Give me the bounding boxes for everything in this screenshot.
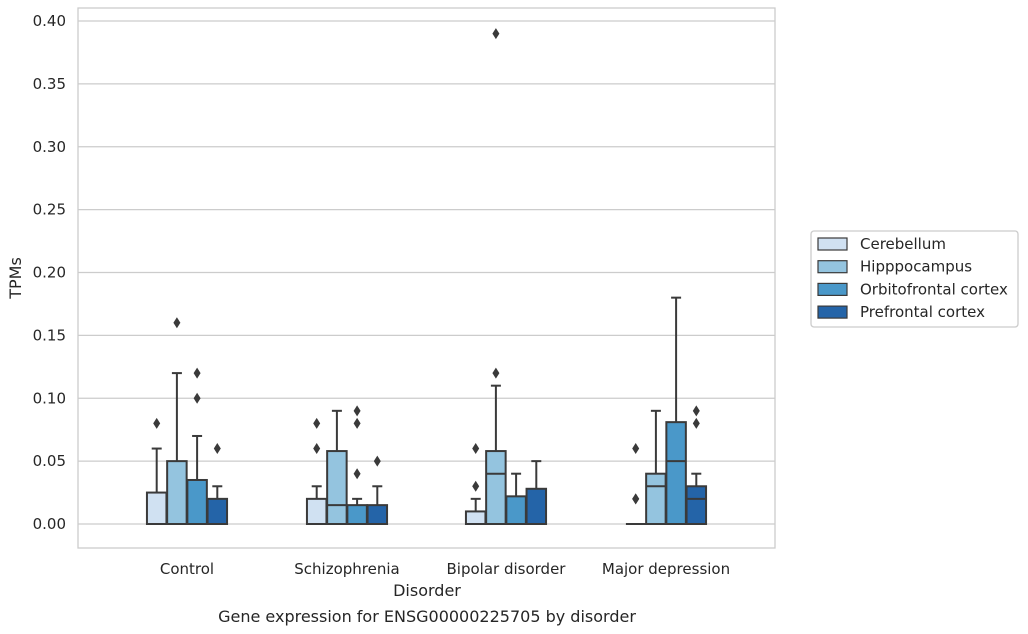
box-cerebellum [625, 443, 646, 525]
legend-frame [810, 230, 1019, 328]
legend-swatch [817, 260, 848, 274]
box-body [525, 487, 548, 526]
outlier-point [193, 392, 201, 404]
y-tick-label: 0.35 [33, 75, 66, 93]
y-tick-label: 0.40 [33, 12, 66, 30]
box-prefrontal-cortex [366, 455, 389, 526]
outlier-point [313, 443, 321, 455]
legend-swatch [817, 305, 848, 319]
y-tick-label: 0.00 [33, 515, 66, 533]
outlier-point [632, 493, 640, 505]
legend-swatch [817, 282, 848, 296]
outlier-point [492, 367, 500, 379]
y-tick-label: 0.30 [33, 138, 66, 156]
legend-label: Hipppocampus [860, 258, 972, 276]
y-axis-label: TPMs [6, 257, 25, 300]
box-body [485, 450, 507, 525]
box-hipppocampus [485, 28, 507, 525]
outlier-point [353, 405, 361, 417]
box-body [166, 460, 188, 525]
chart-caption: Gene expression for ENSG00000225705 by d… [218, 607, 636, 626]
legend-label: Orbitofrontal cortex [860, 280, 1008, 298]
outlier-point [193, 367, 201, 379]
outlier-point [313, 417, 321, 429]
box-orbitofrontal-cortex [665, 296, 687, 525]
outlier-point [173, 317, 181, 329]
box-body [186, 478, 208, 525]
box-groups [145, 28, 708, 526]
y-tick-label: 0.05 [33, 452, 66, 470]
box-body [366, 504, 389, 526]
box-body [685, 485, 708, 525]
outlier-point [213, 443, 221, 455]
box-prefrontal-cortex [525, 460, 548, 526]
box-cerebellum [305, 417, 328, 526]
box-body [505, 495, 527, 525]
box-body [645, 472, 667, 526]
box-hipppocampus [326, 409, 348, 525]
category-group [464, 28, 548, 526]
box-hipppocampus [166, 317, 188, 525]
category-group [305, 405, 389, 526]
outlier-point [692, 417, 700, 429]
outlier-point [492, 28, 500, 40]
x-tick-label: Control [160, 560, 214, 578]
box-hipppocampus [645, 409, 667, 526]
outlier-point [353, 468, 361, 480]
legend: Cerebellum Hipppocampus Orbitofrontal cort… [810, 230, 1019, 328]
box-body [206, 497, 229, 526]
x-tick-label: Schizophrenia [294, 560, 399, 578]
box-body [145, 491, 168, 525]
box-cerebellum [145, 417, 168, 525]
outlier-point [353, 417, 361, 429]
outlier-point [373, 455, 381, 467]
box-body [464, 510, 487, 525]
box-cerebellum [464, 443, 487, 525]
outlier-point [472, 480, 480, 492]
x-axis-label: Disorder [393, 581, 461, 600]
y-tick-label: 0.10 [33, 389, 66, 407]
box-orbitofrontal-cortex [346, 405, 368, 526]
box-prefrontal-cortex [206, 443, 229, 526]
box-orbitofrontal-cortex [186, 367, 208, 525]
x-tick-label: Major depression [602, 560, 730, 578]
category-group [145, 317, 229, 526]
plot-area [77, 7, 776, 549]
box-body [346, 504, 368, 526]
legend-label: Cerebellum [860, 235, 946, 253]
legend-swatch [817, 237, 848, 251]
box-orbitofrontal-cortex [505, 472, 527, 525]
outlier-point [153, 417, 161, 429]
y-tick-label: 0.15 [33, 326, 66, 344]
x-tick-labels: Control Schizophrenia Bipolar disorder Majo… [160, 560, 730, 578]
legend-label: Prefrontal cortex [860, 303, 985, 321]
box-body [326, 450, 348, 525]
category-group [625, 296, 708, 526]
y-tick-labels: 0.00 0.05 0.10 0.15 0.20 0.25 0.30 0.35 0.40 [33, 12, 66, 533]
y-tick-label: 0.20 [33, 264, 66, 282]
outlier-point [692, 405, 700, 417]
box-prefrontal-cortex [685, 405, 708, 525]
y-tick-label: 0.25 [33, 201, 66, 219]
outlier-point [632, 443, 640, 455]
box-body [305, 497, 328, 526]
outlier-point [472, 443, 480, 455]
x-tick-label: Bipolar disorder [447, 560, 567, 578]
box-body [665, 421, 687, 525]
